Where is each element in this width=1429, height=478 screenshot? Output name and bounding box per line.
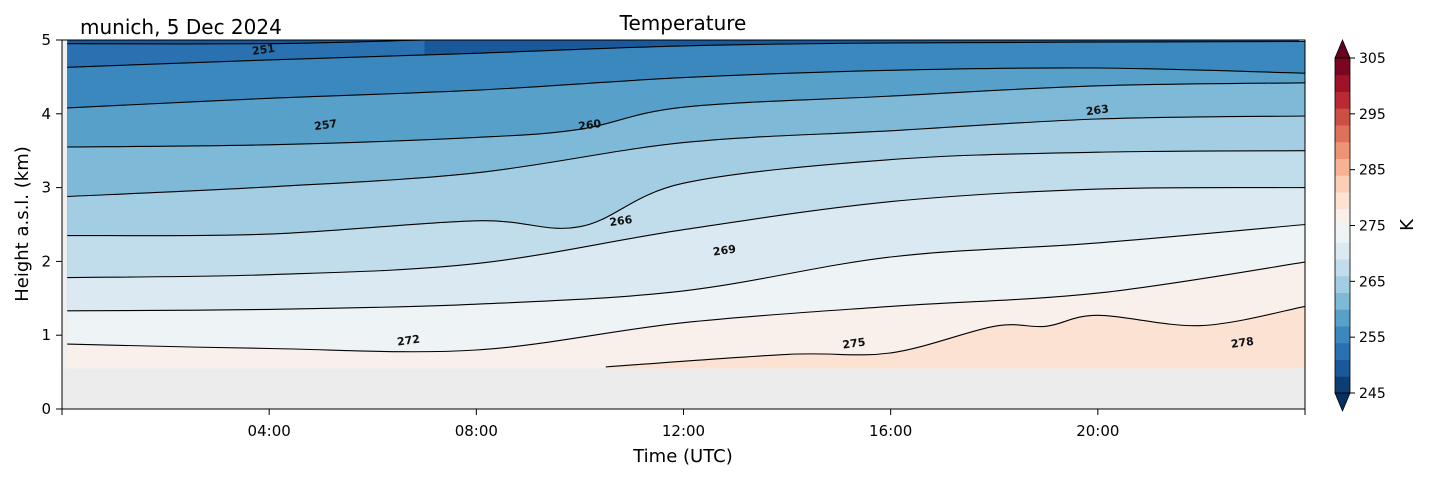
x-axis: 04:00 08:00 12:00 16:00 20:00 xyxy=(61,409,1306,440)
contour-label-269: 269 xyxy=(712,243,737,259)
colorbar-tick-label: 295 xyxy=(1359,107,1386,123)
colorbar-label: K xyxy=(1397,218,1418,231)
colorbar-segment xyxy=(1335,309,1350,327)
colorbar-segment xyxy=(1335,242,1350,260)
colorbar-tick-label: 275 xyxy=(1359,219,1386,235)
contour-line-254 xyxy=(67,40,1305,68)
colorbar-segment xyxy=(1335,259,1350,277)
colorbar-extend-bottom xyxy=(1334,392,1351,413)
x-tick-label: 16:00 xyxy=(869,422,912,440)
contour-line-278 xyxy=(605,305,1305,368)
colorbar-segment xyxy=(1335,376,1350,394)
temperature-field xyxy=(62,40,1305,409)
contour-lines xyxy=(67,40,1305,368)
contour-line-260 xyxy=(67,82,1305,148)
contour-line-272 xyxy=(67,223,1305,312)
colorbar-segment xyxy=(1335,108,1350,126)
colorbar-segment xyxy=(1335,208,1350,226)
colorbar-segment xyxy=(1335,275,1350,293)
colorbar-segment xyxy=(1335,74,1350,92)
contour-label-278: 278 xyxy=(1230,335,1255,351)
contour-label-263: 263 xyxy=(1085,102,1110,118)
x-tick-label: 08:00 xyxy=(455,422,498,440)
colorbar-segment xyxy=(1335,292,1350,310)
chart-subtitle: munich, 5 Dec 2024 xyxy=(80,15,282,39)
colorbar-segment xyxy=(1335,192,1350,210)
colorbar-extend-top xyxy=(1334,38,1351,59)
colorbar-tick-label: 305 xyxy=(1359,51,1386,67)
y-tick-label: 5 xyxy=(41,31,51,49)
contour-label-275: 275 xyxy=(842,336,867,352)
contour-label-266: 266 xyxy=(609,213,634,229)
contour-labels: 251 257 260 263 266 269 272 275 278 xyxy=(251,42,1254,352)
y-tick-label: 4 xyxy=(41,105,51,123)
colorbar-tick-label: 265 xyxy=(1359,274,1386,290)
colorbar-segment xyxy=(1335,326,1350,344)
y-axis: 0 1 2 3 4 5 xyxy=(41,31,62,418)
colorbar-tick-label: 285 xyxy=(1359,163,1386,179)
y-tick-label: 0 xyxy=(41,400,51,418)
contour-line-257 xyxy=(67,67,1305,109)
x-axis-label: Time (UTC) xyxy=(632,446,733,467)
colorbar-segment xyxy=(1335,359,1350,377)
y-tick-label: 2 xyxy=(41,252,51,270)
x-tick-label: 12:00 xyxy=(662,422,705,440)
contour-line-263 xyxy=(67,115,1305,198)
contour-label-251: 251 xyxy=(251,42,276,58)
y-axis-label: Height a.s.l. (km) xyxy=(12,146,33,302)
colorbar-segment xyxy=(1335,225,1350,243)
x-tick-label: 20:00 xyxy=(1076,422,1119,440)
ground-area xyxy=(62,368,1305,409)
contour-label-260: 260 xyxy=(578,117,603,133)
colorbar-tick-label: 255 xyxy=(1359,330,1386,346)
y-tick-label: 3 xyxy=(41,179,51,197)
colorbar-segment xyxy=(1335,175,1350,193)
contour-line-275 xyxy=(67,261,1305,353)
colorbar: 245 255 265 275 285 295 305 xyxy=(1334,38,1386,413)
contour-line-251 xyxy=(67,40,425,45)
colorbar-tick-label: 245 xyxy=(1359,386,1386,402)
y-tick-label: 1 xyxy=(41,326,51,344)
colorbar-segment xyxy=(1335,342,1350,360)
colorbar-segment xyxy=(1335,125,1350,143)
colorbar-segment xyxy=(1335,58,1350,76)
x-tick-label: 04:00 xyxy=(248,422,291,440)
colorbar-segment xyxy=(1335,141,1350,159)
contour-line-269 xyxy=(67,186,1305,279)
colorbar-segment xyxy=(1335,158,1350,176)
contour-label-272: 272 xyxy=(396,333,421,349)
contour-label-257: 257 xyxy=(313,117,338,133)
contour-line-266 xyxy=(67,150,1305,237)
chart-title: Temperature xyxy=(619,11,747,35)
colorbar-segment xyxy=(1335,91,1350,109)
